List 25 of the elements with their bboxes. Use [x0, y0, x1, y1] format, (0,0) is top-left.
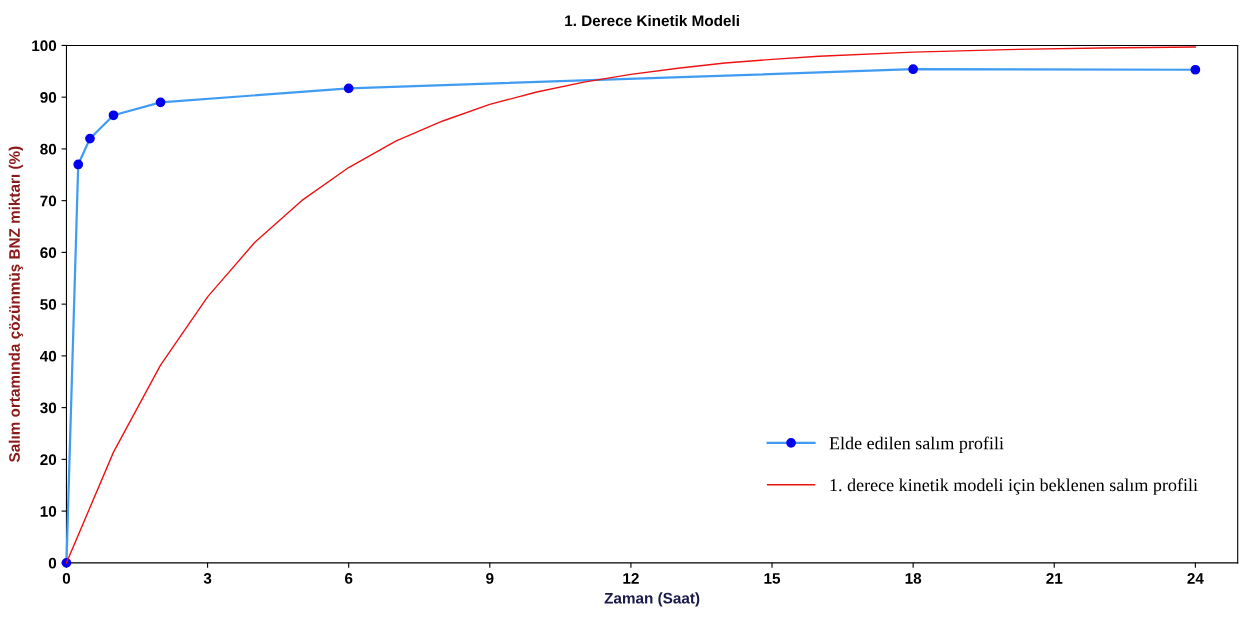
- y-tick-label: 20: [40, 454, 57, 466]
- x-tick-label: 24: [1187, 572, 1204, 584]
- legend-label: 1. derece kinetik modeli için beklenen salım profili: [830, 478, 1198, 495]
- y-tick-label: 90: [40, 92, 57, 103]
- x-tick-label: 6: [345, 572, 353, 584]
- legend-label: Elde edilen salım profili: [829, 436, 1004, 454]
- x-tick-label: 9: [486, 572, 494, 584]
- x-axis-title: Zaman (Saat): [604, 592, 700, 607]
- y-tick-label: 50: [40, 299, 57, 310]
- y-tick-label: 40: [39, 350, 57, 362]
- y-tick-label: 30: [40, 402, 57, 414]
- y-tick-label: 70: [40, 195, 57, 207]
- y-tick-label: 80: [40, 143, 57, 155]
- x-tick-label: 18: [905, 572, 922, 584]
- x-tick-label: 12: [623, 572, 639, 584]
- y-axis-title: Salım ortamında çözünmüş BNZ miktarı (%): [8, 146, 23, 463]
- x-tick-label: 21: [1046, 572, 1063, 584]
- y-tick-label: 0: [48, 557, 57, 569]
- y-tick-label: 10: [40, 505, 57, 517]
- y-tick-label: 100: [32, 40, 57, 52]
- x-tick-label: 3: [203, 572, 212, 584]
- x-tick-label: 15: [764, 573, 781, 584]
- y-tick-label: 60: [40, 247, 57, 259]
- x-tick-label: 0: [62, 572, 71, 584]
- chart-title: 1. Derece Kinetik Modeli: [565, 14, 739, 27]
